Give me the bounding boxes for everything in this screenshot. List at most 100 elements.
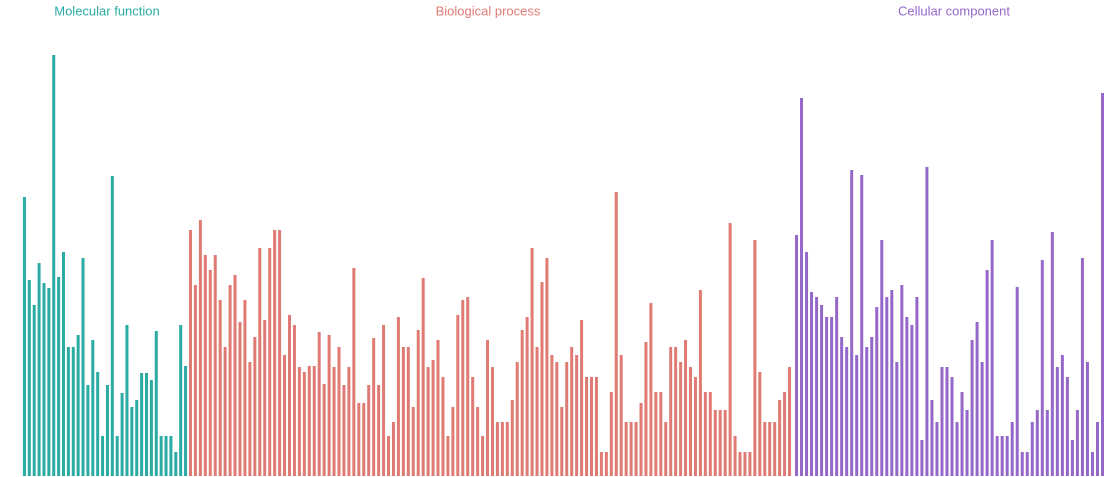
- bar: [1030, 422, 1034, 476]
- bar: [1090, 452, 1094, 476]
- bar: [297, 367, 301, 476]
- bar: [287, 315, 291, 476]
- bar: [110, 176, 114, 476]
- bar: [555, 362, 559, 476]
- bar: [619, 355, 623, 476]
- bar: [905, 317, 909, 476]
- bar: [930, 400, 934, 476]
- bar: [945, 367, 949, 476]
- bar: [268, 248, 272, 476]
- bar: [900, 285, 904, 476]
- bar: [367, 385, 371, 476]
- bar: [332, 367, 336, 476]
- bar: [327, 335, 331, 476]
- bar: [703, 392, 707, 476]
- bar: [718, 410, 722, 476]
- bar: [145, 373, 148, 476]
- bar: [184, 366, 188, 476]
- bar: [292, 325, 296, 476]
- bar: [728, 223, 732, 476]
- bar: [820, 305, 824, 476]
- bar: [228, 285, 232, 476]
- bar: [733, 436, 737, 476]
- bar: [1095, 422, 1099, 476]
- bar: [495, 422, 499, 476]
- bar: [486, 340, 490, 476]
- bar: [57, 277, 61, 476]
- bar: [604, 452, 608, 476]
- bar: [975, 322, 979, 476]
- bar: [135, 400, 139, 476]
- bar: [995, 436, 999, 476]
- bar: [446, 436, 450, 476]
- bar: [481, 436, 485, 476]
- bar: [1060, 355, 1064, 476]
- bar: [910, 325, 914, 476]
- bar: [1045, 410, 1049, 476]
- bar: [1055, 367, 1059, 476]
- bar: [830, 317, 834, 476]
- bar: [1000, 436, 1004, 476]
- bar: [174, 452, 178, 476]
- bar: [895, 362, 899, 476]
- bar: [1010, 422, 1014, 476]
- bar: [515, 362, 519, 476]
- bar: [471, 377, 475, 476]
- bar: [406, 347, 410, 476]
- bar: [86, 385, 90, 476]
- bar: [940, 367, 944, 476]
- bar: [1070, 440, 1074, 476]
- bar: [208, 270, 212, 476]
- bar: [778, 400, 782, 476]
- bar: [347, 367, 351, 476]
- bar: [763, 422, 767, 476]
- bar: [213, 255, 217, 476]
- bar: [105, 385, 109, 476]
- bar: [955, 422, 959, 476]
- bar: [520, 330, 524, 476]
- bar: [860, 175, 864, 476]
- bar: [337, 347, 341, 476]
- bar: [322, 384, 326, 476]
- bar: [47, 288, 51, 476]
- bar: [758, 372, 762, 476]
- bar: [985, 270, 989, 476]
- bar: [915, 297, 919, 476]
- bar: [193, 285, 197, 476]
- bar: [218, 300, 222, 476]
- bar: [283, 355, 287, 476]
- bar: [456, 315, 460, 476]
- bar: [664, 422, 668, 476]
- bar: [743, 452, 747, 476]
- bar: [684, 340, 688, 476]
- bar: [401, 347, 405, 476]
- bar: [875, 307, 879, 476]
- bar: [451, 407, 455, 476]
- bar: [416, 330, 420, 476]
- bar: [679, 362, 683, 476]
- bar: [22, 197, 26, 476]
- bar: [1015, 287, 1019, 476]
- bar: [575, 355, 579, 476]
- bar: [387, 436, 391, 476]
- bar: [96, 372, 100, 476]
- bar: [865, 347, 869, 476]
- bar: [850, 170, 854, 476]
- bar: [925, 167, 929, 476]
- bar: [580, 320, 584, 476]
- bar: [476, 407, 480, 476]
- bar: [649, 303, 653, 476]
- bar: [855, 355, 859, 476]
- bar: [510, 400, 514, 476]
- bar: [490, 367, 494, 476]
- bar: [1080, 258, 1084, 476]
- bar: [589, 377, 593, 476]
- bar: [164, 436, 168, 476]
- bar: [362, 403, 366, 476]
- bar: [738, 452, 742, 476]
- bar: [1085, 362, 1089, 476]
- bar: [248, 362, 252, 476]
- bar: [585, 377, 589, 476]
